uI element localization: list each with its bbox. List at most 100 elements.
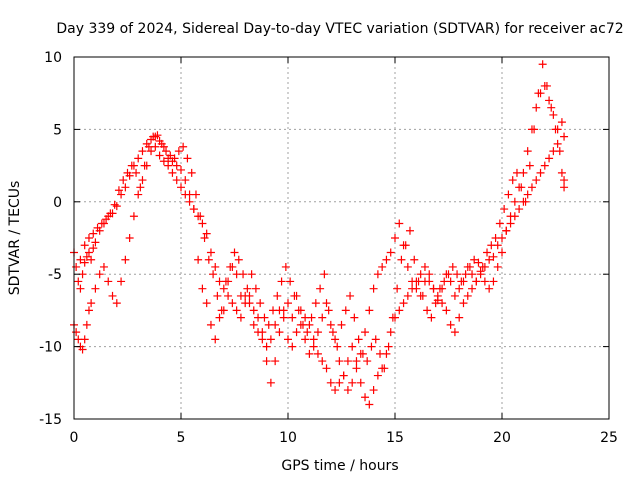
data-point xyxy=(219,284,228,293)
data-point xyxy=(356,378,365,387)
data-point xyxy=(241,291,250,300)
data-point xyxy=(147,147,156,156)
data-point xyxy=(191,190,200,199)
data-point xyxy=(504,190,513,199)
data-point xyxy=(125,234,134,242)
y-tick-label: 5 xyxy=(53,122,62,138)
data-point xyxy=(138,147,147,156)
x-tick-label: 5 xyxy=(177,430,186,446)
data-point xyxy=(221,277,230,286)
data-point xyxy=(262,357,271,366)
data-point xyxy=(288,342,297,351)
data-point xyxy=(478,262,487,271)
data-point xyxy=(403,291,412,300)
data-point xyxy=(172,161,181,170)
data-point xyxy=(117,190,126,199)
data-point xyxy=(553,139,562,148)
data-point xyxy=(457,277,466,286)
data-point xyxy=(463,291,472,300)
data-point xyxy=(194,255,203,264)
data-point xyxy=(309,335,318,344)
y-tick-label: -5 xyxy=(48,267,62,283)
data-point xyxy=(140,161,149,170)
data-point xyxy=(206,320,215,329)
data-point xyxy=(322,364,331,373)
data-point xyxy=(502,226,511,235)
data-point xyxy=(172,176,181,185)
data-point xyxy=(217,306,226,315)
data-point xyxy=(542,81,551,90)
data-point xyxy=(395,306,404,315)
data-point xyxy=(545,96,554,105)
data-points xyxy=(70,60,569,409)
data-point xyxy=(376,349,385,358)
data-point xyxy=(532,176,541,185)
data-point xyxy=(179,142,188,151)
data-point xyxy=(551,125,560,134)
data-point xyxy=(117,277,126,286)
data-point xyxy=(264,320,273,329)
y-tick-label: 10 xyxy=(44,50,62,66)
data-point xyxy=(560,132,569,141)
data-point xyxy=(177,183,185,192)
data-point xyxy=(316,284,325,293)
data-point xyxy=(136,183,145,192)
data-point xyxy=(461,270,470,279)
data-point xyxy=(181,190,190,199)
data-point xyxy=(453,270,462,279)
data-point xyxy=(249,320,258,329)
data-point xyxy=(164,161,173,170)
data-point xyxy=(269,306,278,315)
data-point xyxy=(480,277,489,286)
data-point xyxy=(470,255,479,264)
data-point xyxy=(121,183,130,192)
data-point xyxy=(93,223,102,232)
data-point xyxy=(239,270,248,279)
data-point xyxy=(162,147,171,156)
data-point xyxy=(386,328,395,337)
data-point xyxy=(196,212,205,221)
data-point xyxy=(384,342,393,351)
data-point xyxy=(87,255,96,264)
data-point xyxy=(474,258,483,267)
data-point xyxy=(500,205,509,214)
data-point xyxy=(138,176,147,185)
data-point xyxy=(288,313,297,322)
x-tick-label: 25 xyxy=(600,430,618,446)
data-point xyxy=(290,291,299,300)
data-point xyxy=(465,262,474,271)
data-point xyxy=(234,255,243,264)
data-point xyxy=(89,229,98,238)
data-point xyxy=(129,212,138,221)
data-point xyxy=(425,277,434,286)
data-point xyxy=(399,299,408,308)
data-point xyxy=(420,262,429,271)
data-point xyxy=(405,226,414,235)
y-tick-label: -10 xyxy=(39,340,62,356)
data-point xyxy=(530,125,539,134)
data-point xyxy=(200,234,209,242)
data-point xyxy=(348,378,357,387)
data-point xyxy=(159,157,168,166)
data-point xyxy=(144,142,153,151)
data-point xyxy=(435,284,444,293)
data-point xyxy=(386,248,395,257)
data-point xyxy=(72,262,81,271)
data-point xyxy=(483,248,492,257)
data-point xyxy=(343,386,352,395)
data-point xyxy=(446,320,455,329)
grid-lines xyxy=(74,57,609,419)
data-point xyxy=(204,255,213,264)
data-point xyxy=(523,147,532,156)
data-point xyxy=(363,357,372,366)
data-point xyxy=(232,306,241,315)
data-point xyxy=(337,320,346,329)
data-point xyxy=(170,154,179,163)
data-point xyxy=(168,168,177,177)
data-point xyxy=(352,364,361,373)
y-tick-label: -15 xyxy=(39,412,62,428)
data-point xyxy=(78,345,87,354)
data-point xyxy=(331,386,340,395)
data-point xyxy=(91,284,100,293)
data-point xyxy=(450,291,459,300)
